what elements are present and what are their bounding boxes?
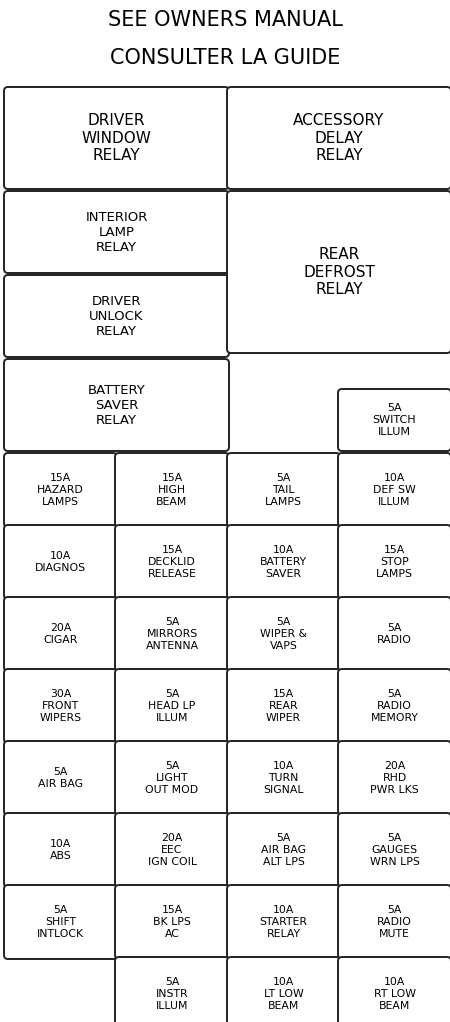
- Text: DRIVER
WINDOW
RELAY: DRIVER WINDOW RELAY: [81, 113, 152, 162]
- Text: 5A
LIGHT
OUT MOD: 5A LIGHT OUT MOD: [145, 761, 198, 794]
- FancyBboxPatch shape: [227, 741, 340, 815]
- FancyBboxPatch shape: [115, 741, 229, 815]
- FancyBboxPatch shape: [227, 453, 340, 527]
- Text: 5A
HEAD LP
ILLUM: 5A HEAD LP ILLUM: [148, 690, 196, 723]
- Text: 5A
INSTR
ILLUM: 5A INSTR ILLUM: [156, 977, 188, 1011]
- Text: 5A
TAIL
LAMPS: 5A TAIL LAMPS: [265, 473, 302, 507]
- FancyBboxPatch shape: [4, 191, 229, 273]
- Text: 10A
DIAGNOS: 10A DIAGNOS: [35, 551, 86, 572]
- FancyBboxPatch shape: [338, 812, 450, 887]
- Text: 15A
HAZARD
LAMPS: 15A HAZARD LAMPS: [37, 473, 84, 507]
- Text: 15A
DECKLID
RELEASE: 15A DECKLID RELEASE: [148, 546, 197, 578]
- FancyBboxPatch shape: [227, 191, 450, 353]
- Text: 5A
GAUGES
WRN LPS: 5A GAUGES WRN LPS: [369, 833, 419, 867]
- FancyBboxPatch shape: [4, 525, 117, 599]
- FancyBboxPatch shape: [338, 453, 450, 527]
- Text: 5A
RADIO
MEMORY: 5A RADIO MEMORY: [370, 690, 418, 723]
- FancyBboxPatch shape: [338, 741, 450, 815]
- Text: 20A
EEC
IGN COIL: 20A EEC IGN COIL: [148, 833, 197, 867]
- Text: BATTERY
SAVER
RELAY: BATTERY SAVER RELAY: [88, 383, 145, 426]
- FancyBboxPatch shape: [115, 453, 229, 527]
- Text: SEE OWNERS MANUAL: SEE OWNERS MANUAL: [108, 10, 342, 30]
- Text: 5A
MIRRORS
ANTENNA: 5A MIRRORS ANTENNA: [145, 617, 198, 651]
- FancyBboxPatch shape: [115, 957, 229, 1022]
- Text: 15A
STOP
LAMPS: 15A STOP LAMPS: [376, 546, 413, 578]
- FancyBboxPatch shape: [115, 597, 229, 671]
- Text: REAR
DEFROST
RELAY: REAR DEFROST RELAY: [303, 247, 375, 297]
- FancyBboxPatch shape: [338, 957, 450, 1022]
- FancyBboxPatch shape: [4, 87, 229, 189]
- Text: CONSULTER LA GUIDE: CONSULTER LA GUIDE: [110, 48, 340, 68]
- Text: 20A
RHD
PWR LKS: 20A RHD PWR LKS: [370, 761, 419, 794]
- Text: 20A
CIGAR: 20A CIGAR: [43, 623, 78, 645]
- Text: INTERIOR
LAMP
RELAY: INTERIOR LAMP RELAY: [86, 211, 148, 253]
- FancyBboxPatch shape: [115, 812, 229, 887]
- Text: 15A
REAR
WIPER: 15A REAR WIPER: [266, 690, 301, 723]
- Text: 5A
AIR BAG: 5A AIR BAG: [38, 768, 83, 789]
- Text: 10A
DEF SW
ILLUM: 10A DEF SW ILLUM: [373, 473, 416, 507]
- FancyBboxPatch shape: [115, 669, 229, 743]
- FancyBboxPatch shape: [4, 359, 229, 451]
- FancyBboxPatch shape: [338, 669, 450, 743]
- FancyBboxPatch shape: [4, 741, 117, 815]
- Text: 5A
RADIO: 5A RADIO: [377, 623, 412, 645]
- FancyBboxPatch shape: [338, 885, 450, 959]
- Text: 10A
ABS: 10A ABS: [50, 839, 72, 861]
- FancyBboxPatch shape: [4, 885, 117, 959]
- Text: ACCESSORY
DELAY
RELAY: ACCESSORY DELAY RELAY: [293, 113, 385, 162]
- Text: 30A
FRONT
WIPERS: 30A FRONT WIPERS: [40, 690, 81, 723]
- FancyBboxPatch shape: [338, 597, 450, 671]
- Text: 10A
STARTER
RELAY: 10A STARTER RELAY: [260, 905, 307, 938]
- FancyBboxPatch shape: [4, 812, 117, 887]
- Text: 10A
RT LOW
BEAM: 10A RT LOW BEAM: [374, 977, 415, 1011]
- Text: 15A
BK LPS
AC: 15A BK LPS AC: [153, 905, 191, 938]
- Text: 15A
HIGH
BEAM: 15A HIGH BEAM: [156, 473, 188, 507]
- FancyBboxPatch shape: [227, 597, 340, 671]
- FancyBboxPatch shape: [115, 885, 229, 959]
- Text: 5A
SHIFT
INTLOCK: 5A SHIFT INTLOCK: [37, 905, 84, 938]
- FancyBboxPatch shape: [338, 389, 450, 451]
- FancyBboxPatch shape: [227, 669, 340, 743]
- Text: 10A
BATTERY
SAVER: 10A BATTERY SAVER: [260, 546, 307, 578]
- Text: 5A
AIR BAG
ALT LPS: 5A AIR BAG ALT LPS: [261, 833, 306, 867]
- FancyBboxPatch shape: [227, 885, 340, 959]
- FancyBboxPatch shape: [227, 812, 340, 887]
- Text: DRIVER
UNLOCK
RELAY: DRIVER UNLOCK RELAY: [89, 294, 144, 337]
- FancyBboxPatch shape: [227, 525, 340, 599]
- FancyBboxPatch shape: [115, 525, 229, 599]
- Text: 10A
TURN
SIGNAL: 10A TURN SIGNAL: [263, 761, 304, 794]
- Text: 10A
LT LOW
BEAM: 10A LT LOW BEAM: [264, 977, 303, 1011]
- FancyBboxPatch shape: [4, 669, 117, 743]
- Text: 5A
WIPER &
VAPS: 5A WIPER & VAPS: [260, 617, 307, 651]
- Text: 5A
RADIO
MUTE: 5A RADIO MUTE: [377, 905, 412, 938]
- FancyBboxPatch shape: [227, 957, 340, 1022]
- FancyBboxPatch shape: [338, 525, 450, 599]
- FancyBboxPatch shape: [4, 597, 117, 671]
- FancyBboxPatch shape: [227, 87, 450, 189]
- FancyBboxPatch shape: [4, 275, 229, 357]
- Text: 5A
SWITCH
ILLUM: 5A SWITCH ILLUM: [373, 404, 416, 436]
- FancyBboxPatch shape: [4, 453, 117, 527]
